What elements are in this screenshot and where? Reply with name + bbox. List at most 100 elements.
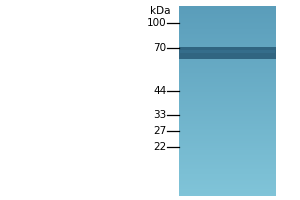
Bar [178, 84, 276, 85]
Bar [178, 125, 276, 126]
Bar [178, 8, 276, 9]
Bar [178, 153, 276, 154]
Bar [178, 152, 276, 153]
Bar [178, 95, 276, 96]
Bar [178, 174, 276, 175]
Bar [178, 155, 276, 156]
Bar [178, 180, 276, 181]
Bar [178, 146, 276, 147]
Bar [178, 114, 276, 115]
Bar [178, 59, 276, 60]
Bar [178, 79, 276, 80]
Bar [178, 25, 276, 26]
Bar [178, 29, 276, 30]
Bar [178, 36, 276, 37]
Bar [178, 194, 276, 195]
Bar [178, 62, 276, 63]
Bar [178, 122, 276, 123]
Bar [178, 151, 276, 152]
Bar [178, 86, 276, 87]
Bar [178, 111, 276, 112]
Bar [178, 173, 276, 174]
Bar [178, 9, 276, 10]
Bar [178, 154, 276, 155]
Bar [178, 48, 276, 49]
Bar [178, 88, 276, 89]
Bar [178, 55, 276, 56]
Bar [178, 6, 276, 7]
Bar [178, 12, 276, 13]
Bar [178, 58, 276, 59]
Bar [178, 162, 276, 163]
Bar [178, 132, 276, 133]
Bar [178, 195, 276, 196]
Bar [178, 168, 276, 169]
Text: 44: 44 [153, 86, 167, 96]
Bar [178, 40, 276, 41]
Bar [178, 35, 276, 36]
Bar [178, 85, 276, 86]
Bar [178, 171, 276, 172]
Bar [178, 170, 276, 171]
Bar [178, 145, 276, 146]
Bar [178, 175, 276, 176]
Bar [178, 160, 276, 161]
Bar [178, 7, 276, 8]
Bar [178, 124, 276, 125]
Bar [178, 157, 276, 158]
Bar [178, 190, 276, 191]
Bar [178, 189, 276, 190]
Bar [178, 117, 276, 118]
Bar [178, 30, 276, 31]
Bar [178, 107, 276, 108]
Bar [178, 105, 276, 106]
Bar [178, 192, 276, 193]
Bar [178, 121, 276, 122]
Bar [178, 19, 276, 20]
Bar [178, 14, 276, 15]
Bar [178, 164, 276, 165]
Bar [178, 112, 276, 113]
Bar [178, 18, 276, 19]
Bar [178, 183, 276, 184]
Bar [178, 70, 276, 71]
Bar [180, 50, 274, 53]
Bar [178, 108, 276, 109]
Bar [178, 63, 276, 64]
Bar [178, 44, 276, 45]
Bar [178, 21, 276, 22]
Bar [178, 96, 276, 97]
Bar [178, 11, 276, 12]
Bar [178, 47, 276, 58]
Bar [178, 47, 276, 48]
Bar [178, 139, 276, 140]
Bar [178, 137, 276, 138]
Bar [178, 66, 276, 67]
Bar [178, 167, 276, 168]
Bar [178, 184, 276, 185]
Bar [178, 13, 276, 14]
Bar [178, 138, 276, 139]
Bar [178, 179, 276, 180]
Bar [178, 28, 276, 29]
Bar [178, 54, 276, 55]
Bar [178, 76, 276, 77]
Bar [178, 123, 276, 124]
Bar [178, 16, 276, 17]
Bar [178, 69, 276, 70]
Bar [178, 80, 276, 81]
Bar [178, 120, 276, 121]
Bar [178, 191, 276, 192]
Bar [178, 87, 276, 88]
Bar [178, 150, 276, 151]
Bar [178, 93, 276, 94]
Text: 70: 70 [153, 43, 167, 53]
Bar [178, 118, 276, 119]
Bar [178, 126, 276, 127]
Bar [178, 147, 276, 148]
Bar [178, 131, 276, 132]
Bar [178, 104, 276, 105]
Text: 27: 27 [153, 126, 167, 136]
Bar [178, 43, 276, 44]
Bar [178, 73, 276, 74]
